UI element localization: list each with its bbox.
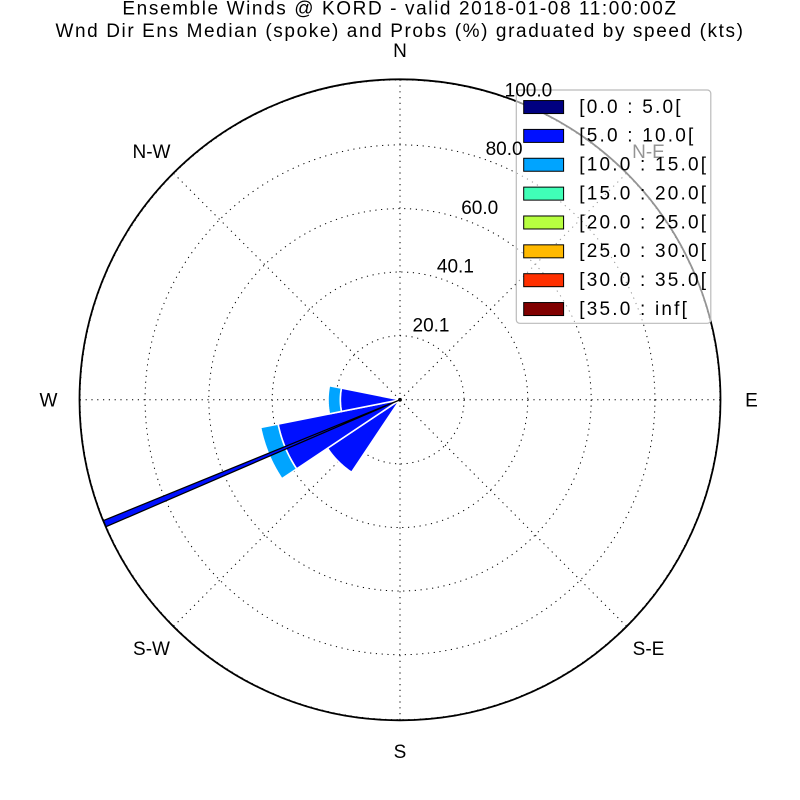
- svg-text:N: N: [393, 41, 407, 62]
- svg-text:40.1: 40.1: [437, 257, 474, 278]
- svg-text:S-W: S-W: [133, 639, 170, 660]
- svg-text:60.0: 60.0: [461, 198, 498, 219]
- svg-text:Wnd Dir Ens Median (spoke) and: Wnd Dir Ens Median (spoke) and Probs (%)…: [55, 21, 744, 42]
- svg-text:[25.0 : 30.0[: [25.0 : 30.0[: [579, 241, 708, 262]
- svg-text:S: S: [394, 742, 407, 763]
- svg-text:Ensemble Winds @ KORD - valid: Ensemble Winds @ KORD - valid 2018-01-08…: [122, 0, 677, 20]
- svg-text:80.0: 80.0: [486, 139, 523, 160]
- svg-text:[10.0 : 15.0[: [10.0 : 15.0[: [579, 155, 708, 176]
- svg-text:E: E: [745, 390, 758, 411]
- svg-text:[0.0 : 5.0[: [0.0 : 5.0[: [579, 97, 682, 118]
- svg-text:[5.0 : 10.0[: [5.0 : 10.0[: [579, 126, 695, 147]
- svg-text:[35.0 : inf[: [35.0 : inf[: [579, 299, 689, 320]
- svg-text:[20.0 : 25.0[: [20.0 : 25.0[: [579, 212, 708, 233]
- svg-text:N-W: N-W: [133, 142, 171, 163]
- svg-text:W: W: [40, 390, 58, 411]
- svg-text:20.1: 20.1: [413, 316, 450, 337]
- svg-text:100.0: 100.0: [505, 80, 553, 101]
- svg-text:S-E: S-E: [633, 639, 665, 660]
- svg-text:[15.0 : 20.0[: [15.0 : 20.0[: [579, 183, 708, 204]
- svg-text:[30.0 : 35.0[: [30.0 : 35.0[: [579, 270, 708, 291]
